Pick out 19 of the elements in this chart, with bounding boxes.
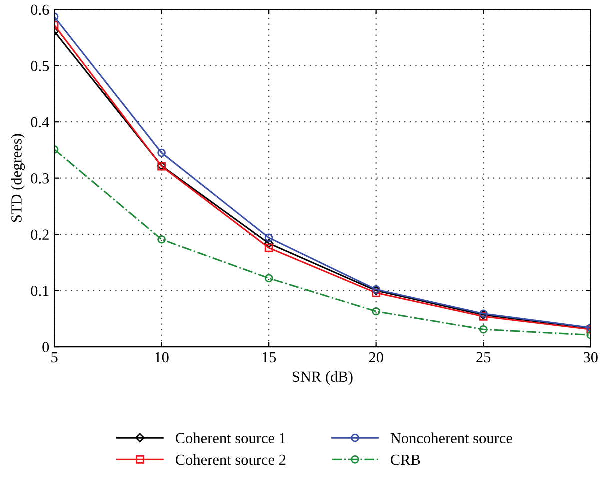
x-tick-label: 20 <box>369 352 384 363</box>
x-tick-label: 30 <box>584 352 598 363</box>
x-axis-title: SNR (dB) <box>292 371 353 386</box>
x-tick-label: 15 <box>262 352 276 363</box>
legend-label: Noncoherent source <box>390 432 512 444</box>
x-tick-label: 10 <box>156 352 169 363</box>
y-axis-title: STD (degrees) <box>11 134 26 222</box>
y-tick-label: 0 <box>42 342 50 352</box>
legend-label: Coherent source 1 <box>176 432 286 444</box>
y-tick-label: 0.2 <box>31 230 49 240</box>
y-tick-label: 0.4 <box>31 117 50 128</box>
x-tick-label: 5 <box>52 352 58 363</box>
y-tick-label: 0.3 <box>31 173 50 184</box>
legend-label: CRB <box>391 454 420 466</box>
x-tick-label: 25 <box>476 352 491 363</box>
y-tick-label: 0.6 <box>31 4 50 16</box>
legend-label: Coherent source 2 <box>176 454 286 466</box>
y-tick-label: 0.1 <box>31 286 49 296</box>
y-tick-label: 0.5 <box>31 61 50 72</box>
